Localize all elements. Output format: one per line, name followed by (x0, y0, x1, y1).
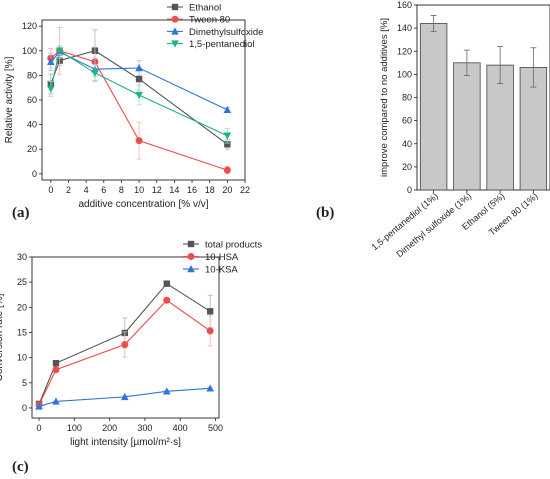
data-point (223, 105, 232, 114)
x-tick-label: 18 (205, 185, 215, 195)
chart-panel-c: 0 100 200 300 400 500 0 5 10 15 20 25 30 light intens… (0, 240, 262, 449)
y-tick-label: 60 (402, 116, 412, 126)
x-tick-label: 16 (187, 185, 197, 195)
data-point (91, 69, 99, 77)
y-tick-label: 40 (402, 139, 412, 149)
data-point (52, 366, 60, 374)
data-point (120, 392, 129, 401)
y-tick-label: 140 (397, 23, 412, 33)
data-point (223, 166, 231, 174)
y-tick-label: 0 (407, 185, 412, 195)
data-point (52, 359, 60, 367)
legend-marker (187, 240, 195, 248)
y-tick-label: 160 (397, 0, 412, 10)
data-point (47, 57, 55, 66)
x-tick-label: 300 (137, 423, 152, 433)
y-axis-label: Relative activity [%] (4, 56, 15, 143)
data-point (135, 137, 143, 145)
x-axis-label: light intensity [µmol/m²·s] (70, 437, 181, 448)
x-tick-label: 100 (67, 423, 82, 433)
legend-marker (187, 265, 195, 273)
data-point (47, 85, 55, 93)
x-tick-label: 20 (222, 185, 232, 195)
chart-panel-a: 0 2 4 6 8 10 12 14 16 18 20 22 0 20 40 60 80 100 120 additi… (4, 3, 263, 211)
data-point (163, 296, 171, 304)
x-tick-label: 500 (208, 423, 223, 433)
data-point (206, 384, 214, 392)
panel-label-a: (a) (12, 205, 30, 221)
x-tick-label: 4 (84, 185, 89, 195)
data-point (55, 47, 64, 55)
data-point (135, 91, 143, 100)
y-tick-label: 0 (32, 169, 37, 179)
data-point (121, 341, 129, 349)
data-point (135, 64, 143, 72)
legend-marker (171, 3, 179, 11)
y-tick-label: 5 (22, 378, 27, 388)
y-tick-label: 0 (22, 403, 27, 413)
y-axis-label: improve compared to no additives [%] (379, 18, 390, 177)
legend-label: 1,5-pentanediol (189, 39, 255, 50)
y-tick-label: 10 (17, 353, 27, 363)
bar (453, 62, 481, 191)
x-tick-label: 400 (173, 423, 188, 433)
y-tick-label: 120 (22, 21, 37, 31)
data-point (135, 75, 143, 83)
y-tick-label: 60 (27, 95, 37, 105)
data-point (35, 402, 43, 410)
x-tick-label: 0 (37, 423, 42, 433)
data-point (206, 308, 214, 315)
x-tick-label: 22 (240, 185, 250, 195)
legend-label: 10-KSA (205, 265, 238, 276)
y-tick-label: 120 (397, 46, 412, 56)
legend-marker (171, 15, 179, 23)
legend-label: Dimethylsulfoxide (189, 27, 263, 38)
chart-panel-b: 0 20 40 60 80 100 120 140 160 improve compared to… (369, 0, 550, 259)
y-tick-label: 15 (17, 327, 27, 337)
x-tick-label: 12 (152, 185, 162, 195)
x-tick-label: 8 (119, 185, 124, 195)
legend-label: total products (205, 240, 262, 251)
y-tick-label: 80 (402, 93, 412, 103)
legend-label: Ethanol (189, 3, 221, 14)
y-tick-label: 20 (402, 162, 412, 172)
panel-label-c: (c) (12, 459, 29, 475)
legend-label: Tween 80 (189, 15, 230, 26)
x-tick-label: 14 (169, 185, 179, 195)
y-tick-label: 20 (27, 144, 37, 154)
y-tick-label: 100 (22, 46, 37, 56)
x-tick-label: 10 (134, 185, 144, 195)
data-point (163, 280, 170, 287)
series-3 (47, 46, 232, 144)
panel-label-b: (b) (316, 205, 334, 221)
y-tick-label: 100 (397, 69, 412, 79)
legend-marker (171, 27, 179, 35)
y-axis-label: Conversion rate [%] (0, 293, 5, 381)
y-tick-label: 80 (27, 70, 37, 80)
y-tick-label: 40 (27, 120, 37, 130)
data-point (52, 397, 60, 405)
legend-label: 10-HSA (205, 252, 239, 263)
x-tick-label: 0 (48, 185, 53, 195)
y-tick-label: 30 (17, 252, 27, 262)
x-tick-label: 2 (66, 185, 71, 195)
data-point (162, 387, 171, 395)
legend-marker (187, 253, 195, 260)
data-point (224, 141, 231, 148)
x-tick-label: 200 (102, 423, 117, 433)
y-tick-label: 25 (17, 277, 27, 287)
data-point (223, 132, 232, 140)
x-tick-label: 6 (101, 185, 106, 195)
series-2 (35, 384, 214, 410)
legend-marker (171, 40, 179, 48)
plot-frame (31, 256, 220, 419)
x-axis-label: additive concentration [% v/v] (78, 199, 208, 210)
bar (419, 23, 448, 191)
series-1 (35, 296, 214, 409)
y-tick-label: 20 (17, 302, 27, 312)
data-point (206, 327, 214, 335)
